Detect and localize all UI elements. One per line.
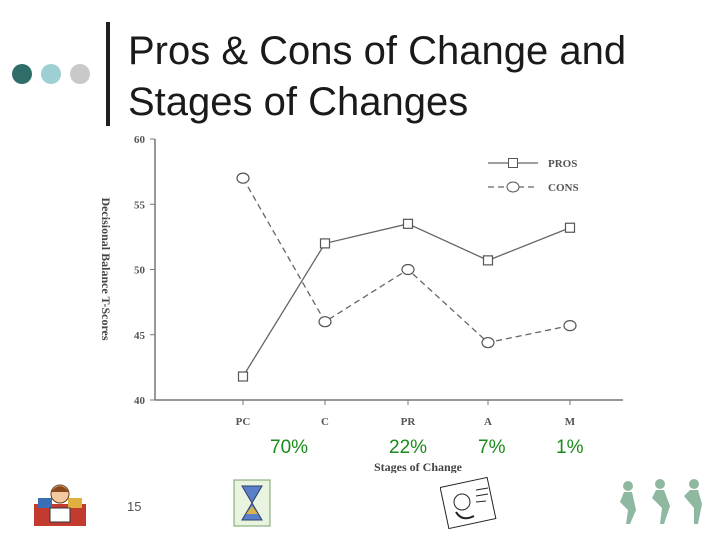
decor-dot-1 xyxy=(12,64,32,84)
decor-dot-2 xyxy=(41,64,61,84)
hourglass-clipart xyxy=(233,479,271,527)
dancers-clipart xyxy=(620,479,702,524)
point-pros-m xyxy=(564,222,576,233)
x-tick-label: A xyxy=(484,416,492,428)
reading-student-clipart xyxy=(34,484,86,526)
y-tick-label: 50 xyxy=(134,265,146,277)
pondering-person-clipart xyxy=(440,476,497,530)
y-tick-label: 60 xyxy=(134,134,146,146)
series-line-cons xyxy=(242,177,571,344)
point-pros-pc xyxy=(237,371,249,382)
x-tick-label: PR xyxy=(401,416,417,428)
x-tick-label: M xyxy=(565,416,576,428)
point-cons-a xyxy=(481,336,495,349)
point-pros-pr xyxy=(402,218,414,229)
slide-title: Pros & Cons of Change and Stages of Chan… xyxy=(128,26,626,128)
point-cons-pr xyxy=(401,263,415,276)
decisional-balance-chart: 40 45 50 55 60 PC C PR A M Stages of Change Decisio… xyxy=(99,134,623,473)
point-pros-c xyxy=(319,238,331,249)
y-tick-label: 45 xyxy=(134,330,146,342)
chart-axes: 40 45 50 55 60 PC C PR A M Stages of Change Decisio… xyxy=(99,134,623,473)
pct-contemplation: 22% xyxy=(389,437,428,458)
legend-label-cons: CONS xyxy=(548,182,579,194)
y-tick-label: 55 xyxy=(134,199,146,211)
point-cons-pc xyxy=(236,172,250,184)
chart-series xyxy=(236,172,577,382)
title-line-1: Pros & Cons of Change and xyxy=(128,29,627,73)
point-cons-c xyxy=(318,316,332,328)
legend-label-pros: PROS xyxy=(548,158,577,170)
x-tick-label: C xyxy=(321,416,329,428)
y-tick-label: 40 xyxy=(134,395,146,407)
legend-marker-cons xyxy=(506,181,520,193)
chart-legend: PROS CONS xyxy=(488,158,579,194)
decor-dot-3 xyxy=(70,64,90,84)
series-line-pros xyxy=(242,223,571,377)
point-cons-m xyxy=(563,320,577,332)
slide-number: 15 xyxy=(127,499,142,514)
pct-preparation: 7% xyxy=(478,437,506,458)
pct-action: 1% xyxy=(556,437,584,458)
x-tick-label: PC xyxy=(236,416,251,428)
pct-precontemplation: 70% xyxy=(270,437,309,458)
x-axis-label: Stages of Change xyxy=(374,460,463,473)
title-line-2: Stages of Changes xyxy=(128,80,469,124)
point-pros-a xyxy=(482,255,494,266)
y-axis-label: Decisional Balance T-Scores xyxy=(99,197,113,340)
legend-marker-pros xyxy=(508,158,518,168)
title-divider xyxy=(106,22,110,126)
